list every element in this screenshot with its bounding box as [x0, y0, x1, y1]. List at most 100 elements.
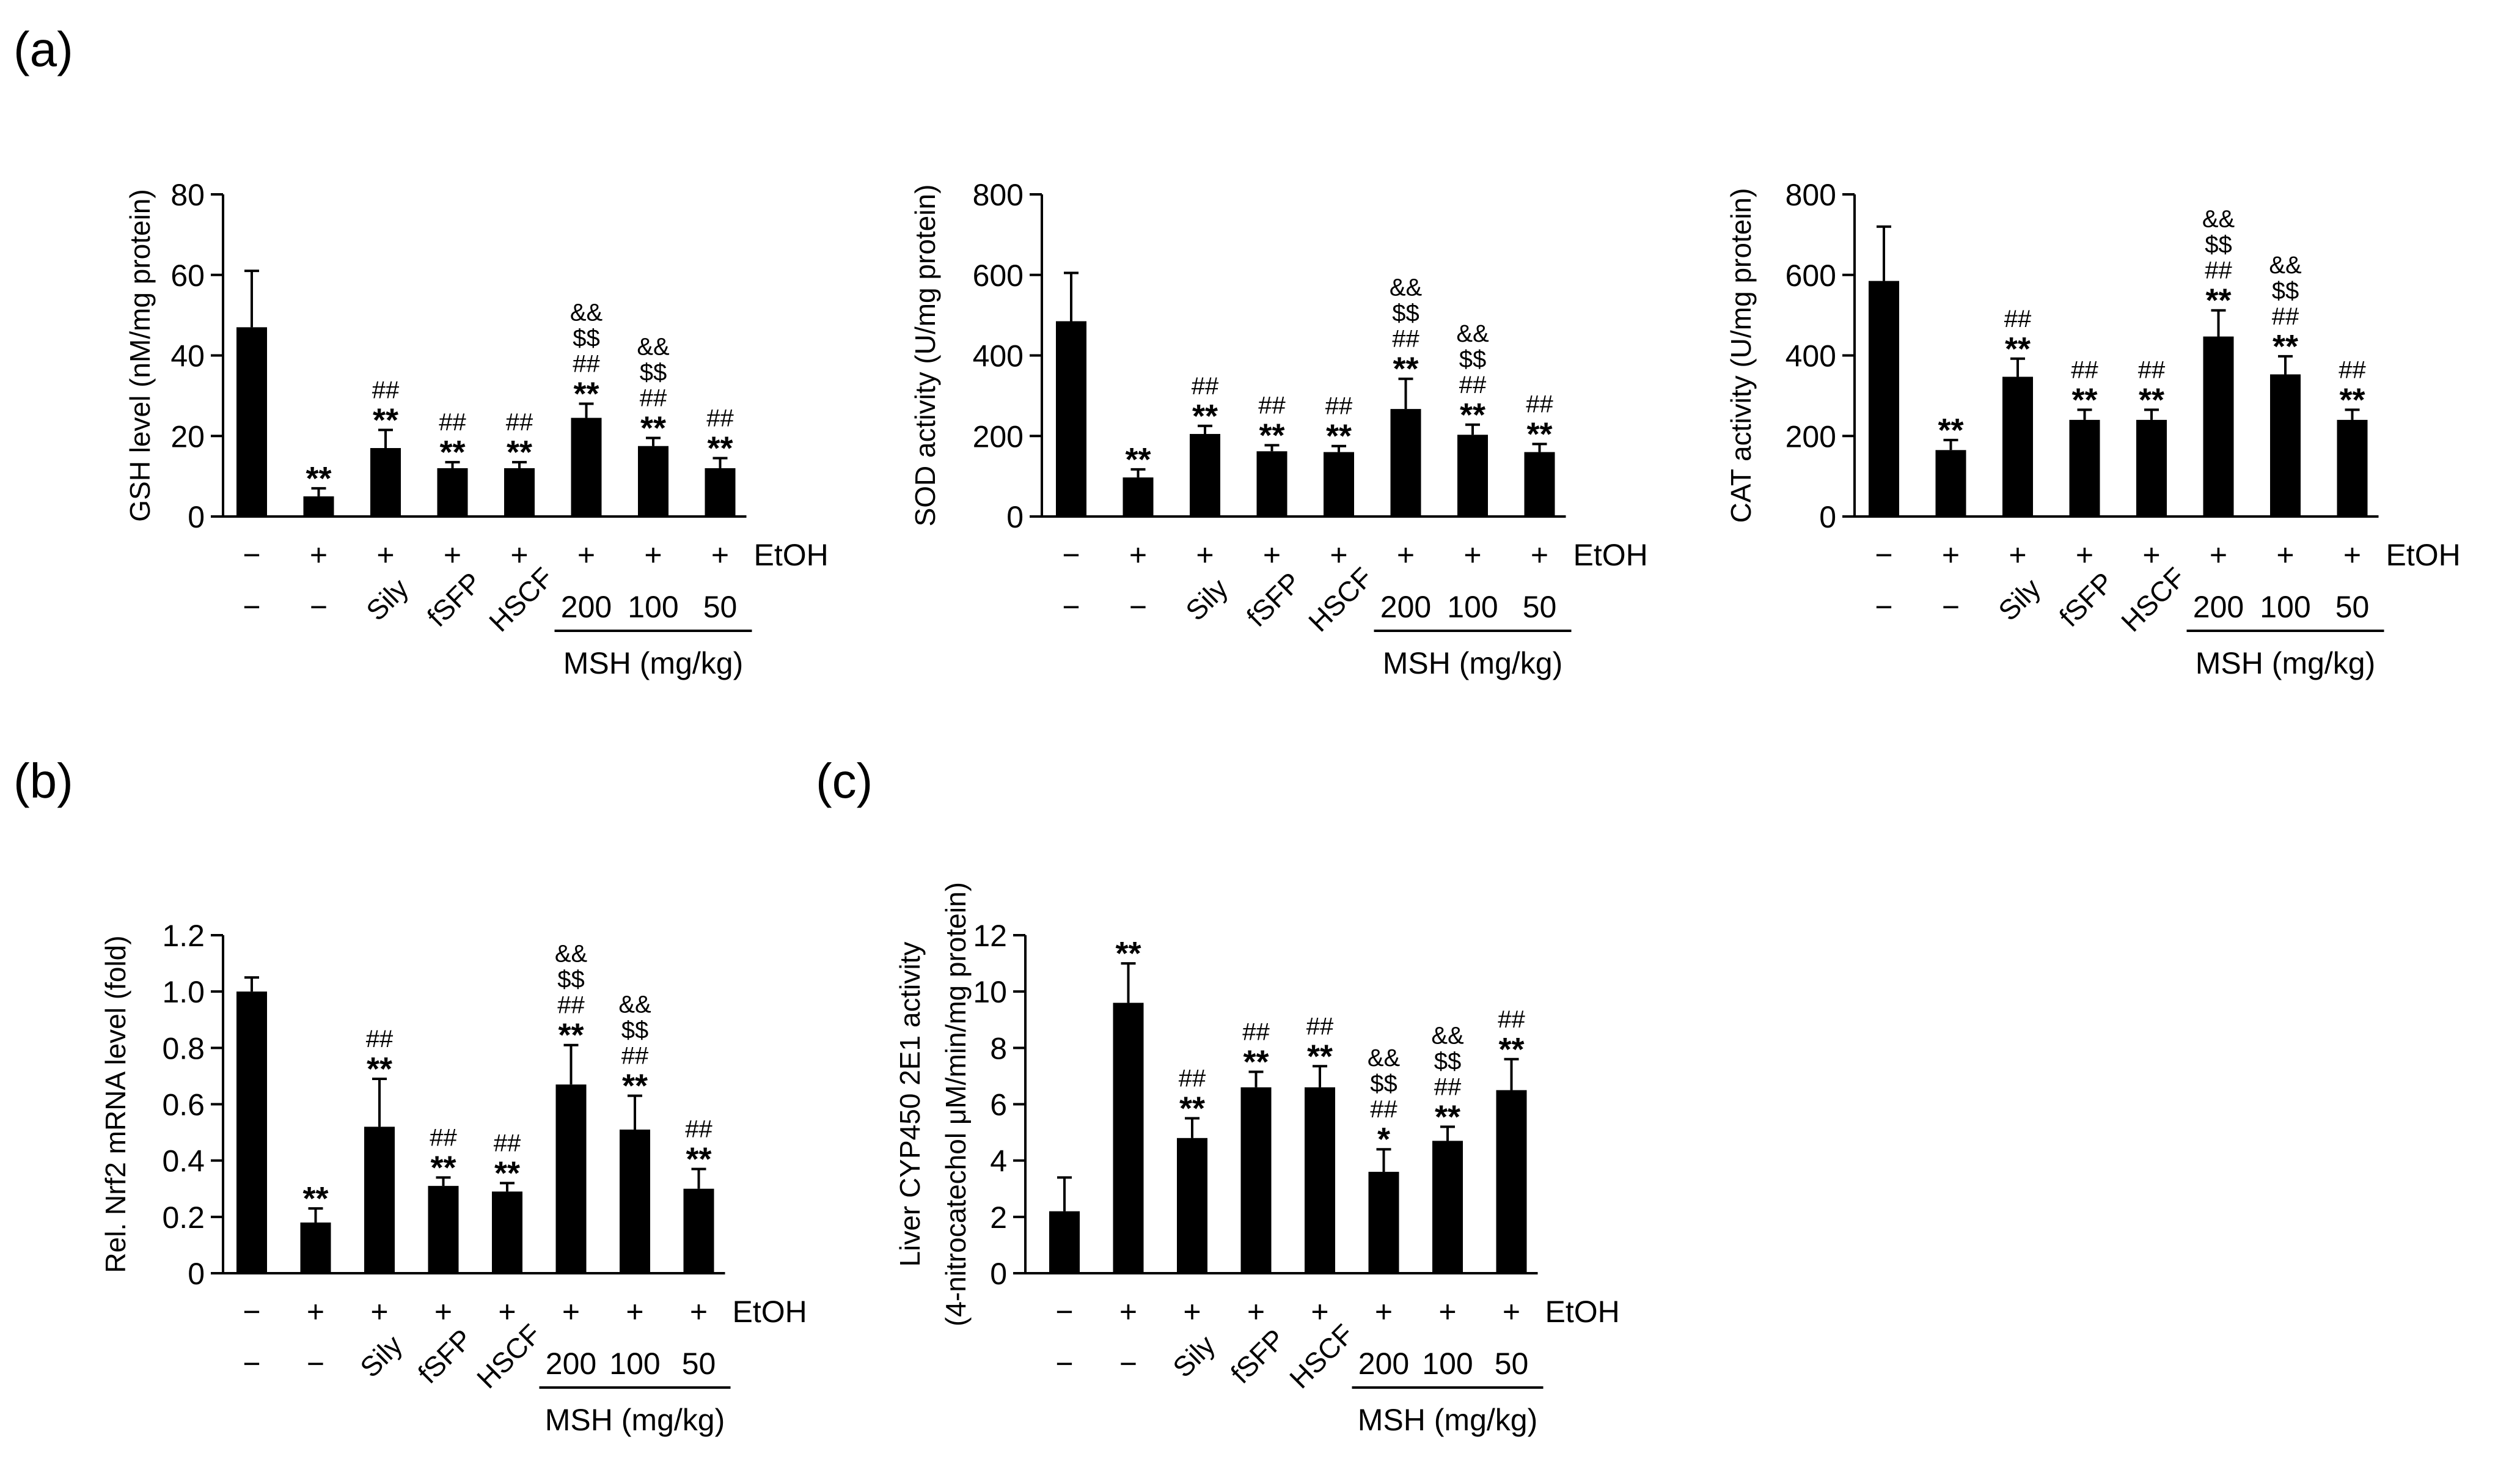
significance-marker: ** [1179, 1090, 1205, 1127]
significance-marker: ## [494, 1130, 521, 1157]
etoh-row-sign: + [1196, 538, 1214, 572]
significance-marker: && [570, 300, 603, 326]
significance-marker: ** [686, 1141, 711, 1177]
dose-row-label: − [1119, 1347, 1137, 1381]
y-tick-label: 4 [990, 1144, 1007, 1178]
dose-row-label: 200 [2193, 590, 2244, 624]
etoh-row-sign: + [690, 1295, 708, 1329]
y-tick-label: 60 [170, 259, 205, 293]
significance-marker: ** [573, 376, 599, 413]
dose-row-label: HSCF [2115, 561, 2191, 638]
dose-row-label: 50 [703, 590, 738, 624]
significance-marker: ## [1179, 1065, 1206, 1092]
msh-group-label: MSH (mg/kg) [545, 1403, 725, 1437]
etoh-row-sign: − [243, 1295, 260, 1329]
y-axis-label: Rel. Nrf2 mRNA level (fold) [100, 935, 131, 1273]
bar [1457, 435, 1488, 517]
significance-marker: && [1368, 1045, 1401, 1072]
etoh-row-sign: + [510, 538, 528, 572]
dose-row-label: Sily [360, 572, 414, 627]
significance-marker: && [2269, 252, 2302, 279]
significance-marker: $$ [573, 325, 600, 352]
significance-marker: ## [1434, 1073, 1462, 1100]
dose-row-label: − [1062, 590, 1080, 624]
dose-row-label: 200 [546, 1347, 596, 1381]
significance-marker: ## [1370, 1096, 1397, 1123]
etoh-row-sign: + [2076, 538, 2093, 572]
significance-marker: ## [1192, 373, 1219, 400]
panel-label-b: (b) [13, 754, 73, 808]
etoh-row-label: EtOH [1573, 538, 1648, 572]
significance-marker: ## [1459, 372, 1487, 399]
dose-row-label: − [1055, 1347, 1073, 1381]
etoh-row-sign: + [2210, 538, 2227, 572]
dose-row-label: 100 [628, 590, 678, 624]
y-tick-label: 0.2 [162, 1200, 205, 1235]
significance-marker: ** [367, 1051, 392, 1087]
dose-row-label: 100 [1447, 590, 1498, 624]
bar [2136, 419, 2167, 517]
significance-marker: ## [372, 377, 400, 403]
significance-marker: ** [1115, 935, 1141, 972]
significance-marker: $$ [1434, 1048, 1462, 1075]
bar [1049, 1211, 1080, 1273]
etoh-row-sign: + [1263, 538, 1281, 572]
etoh-row-sign: + [1397, 538, 1415, 572]
dose-row-label: 50 [2335, 590, 2370, 624]
y-axis-label: SOD activity (U/mg protein) [909, 185, 941, 527]
bar [1123, 477, 1154, 517]
dose-row-label: Sily [1179, 572, 1234, 627]
bar [555, 1084, 587, 1273]
significance-marker: ** [707, 430, 733, 466]
significance-marker: ## [557, 992, 585, 1019]
significance-marker: ## [1306, 1013, 1334, 1040]
dose-row-label: Sily [354, 1329, 408, 1383]
dose-row-label: 200 [1380, 590, 1431, 624]
bar [1190, 433, 1220, 517]
significance-marker: ## [2339, 356, 2366, 383]
etoh-row-sign: + [2343, 538, 2361, 572]
significance-marker: ** [2205, 282, 2231, 319]
significance-marker: ** [2273, 328, 2298, 365]
etoh-row-sign: + [1942, 538, 1960, 572]
etoh-row-sign: + [1119, 1295, 1137, 1329]
significance-marker: ** [1307, 1038, 1333, 1075]
significance-marker: $$ [557, 966, 585, 993]
bar [437, 468, 468, 517]
dose-row-label: HSCF [483, 561, 559, 638]
etoh-row-sign: + [1531, 538, 1548, 572]
significance-marker: ## [2004, 306, 2032, 333]
significance-marker: ** [494, 1155, 520, 1192]
significance-marker: && [1456, 320, 1489, 347]
significance-marker: $$ [2205, 232, 2232, 259]
significance-marker: ## [2138, 356, 2166, 383]
significance-marker: && [555, 941, 588, 968]
y-tick-label: 0 [1006, 500, 1024, 534]
significance-marker: ** [373, 402, 398, 438]
significance-marker: ** [302, 1180, 328, 1217]
y-tick-label: 80 [170, 178, 205, 212]
bar [2203, 336, 2234, 517]
panel-label-c: (c) [816, 754, 873, 808]
bar [1256, 451, 1287, 517]
y-axis-label: GSH level (nM/mg protein) [124, 189, 156, 522]
significance-marker: ## [1242, 1019, 1270, 1046]
significance-marker: $$ [640, 359, 667, 386]
msh-group-label: MSH (mg/kg) [563, 646, 743, 680]
significance-marker: ## [2071, 356, 2098, 383]
dose-row-label: HSCF [1302, 561, 1379, 638]
chart-cyp450-activity: 0 2 4 6 8 10 12 Liver CYP450 2E1 activity (4-nit… [894, 882, 1620, 1437]
etoh-row-sign: + [2009, 538, 2026, 572]
y-tick-label: 0.4 [162, 1144, 205, 1178]
significance-marker: ** [1393, 351, 1418, 388]
etoh-row-sign: + [498, 1295, 516, 1329]
y-tick-label: 0 [188, 1257, 205, 1291]
significance-marker: ** [1435, 1098, 1460, 1135]
significance-marker: ** [2339, 381, 2365, 418]
significance-marker: $$ [621, 1017, 649, 1044]
bar [504, 468, 535, 517]
dose-row-label: − [1875, 590, 1892, 624]
dose-row-label: − [1942, 590, 1960, 624]
bar [2002, 377, 2033, 517]
dose-row-label: HSCF [1283, 1318, 1360, 1394]
